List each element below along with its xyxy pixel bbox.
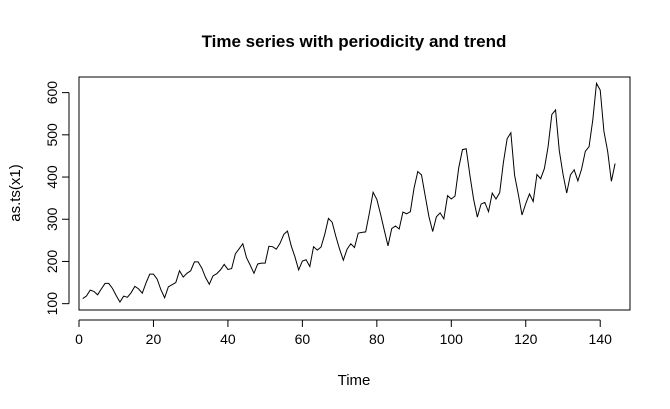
y-axis-tick-label-200: 200 bbox=[44, 250, 60, 274]
x-axis-tick-label-80: 80 bbox=[369, 331, 385, 347]
time-series-line bbox=[82, 81, 616, 303]
x-axis-tick-label-140: 140 bbox=[589, 331, 613, 347]
plot-box bbox=[78, 76, 631, 311]
x-axis-tick-label-60: 60 bbox=[295, 331, 311, 347]
x-axis-tick-label-0: 0 bbox=[75, 331, 83, 347]
y-axis-tick-label-600: 600 bbox=[44, 81, 60, 105]
y-axis-tick-label-500: 500 bbox=[44, 123, 60, 147]
x-axis-tick-label-120: 120 bbox=[514, 331, 538, 347]
y-axis-tick-label-100: 100 bbox=[44, 292, 60, 316]
x-axis-tick-label-20: 20 bbox=[146, 331, 162, 347]
y-axis: 100 200 300 400 500 600 bbox=[44, 81, 70, 316]
chart-title: Time series with periodicity and trend bbox=[202, 32, 507, 51]
y-axis-label: as.ts(x1) bbox=[7, 164, 24, 222]
y-axis-tick-label-400: 400 bbox=[44, 165, 60, 189]
x-axis-label: Time bbox=[338, 372, 371, 389]
x-axis-tick-label-40: 40 bbox=[220, 331, 236, 347]
x-axis: 0 20 40 60 80 100 120 140 bbox=[75, 319, 613, 347]
plot-series bbox=[82, 81, 616, 303]
x-axis-tick-label-100: 100 bbox=[440, 331, 464, 347]
y-axis-tick-label-300: 300 bbox=[44, 207, 60, 231]
